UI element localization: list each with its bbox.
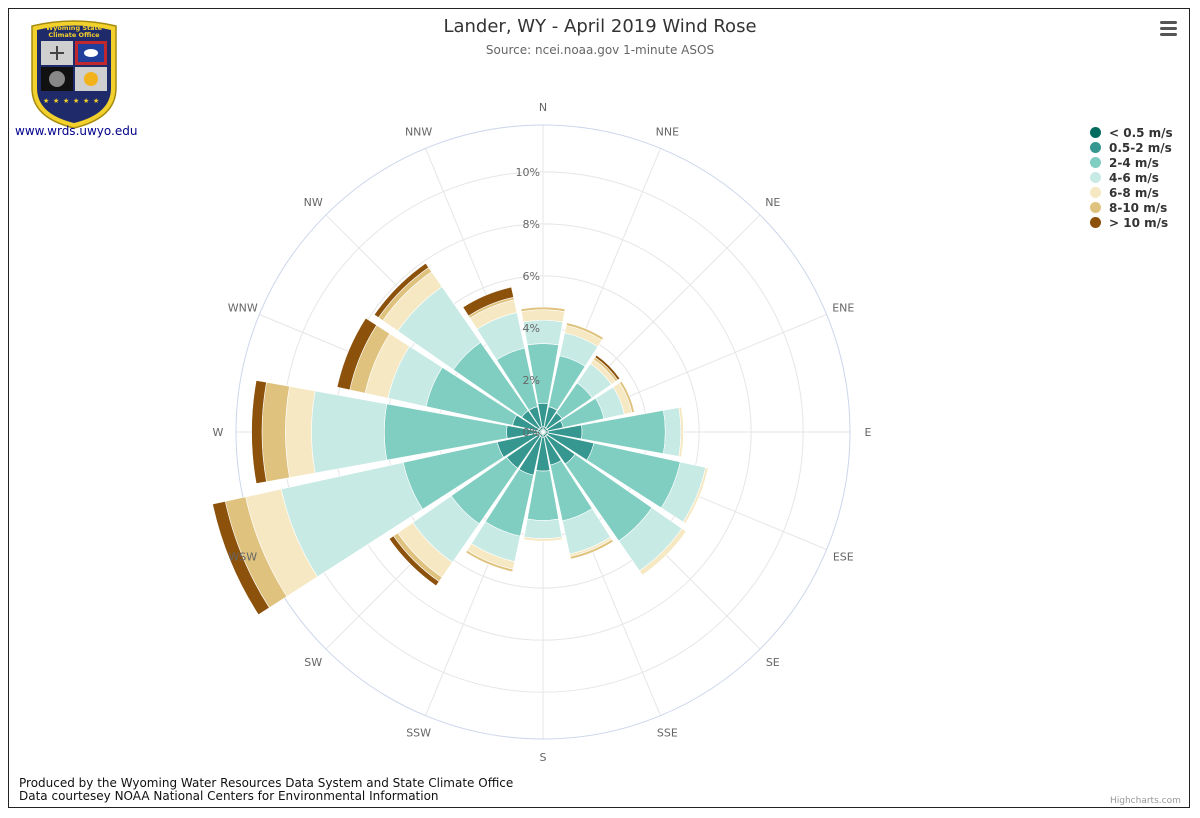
svg-text:★: ★ (73, 97, 79, 105)
legend-dot (1090, 172, 1101, 183)
footer-line-2: Data courtesey NOAA National Centers for… (19, 789, 439, 803)
logo-text-2: Climate Office (48, 31, 100, 39)
bar-n-series-4[interactable] (520, 309, 566, 323)
bar-sw-series-6[interactable] (388, 535, 440, 587)
legend: < 0.5 m/s 0.5-2 m/s 2-4 m/s 4-6 m/s 6-8 m/s 8… (1090, 125, 1173, 230)
svg-text:★: ★ (43, 97, 49, 105)
svg-text:★: ★ (63, 97, 69, 105)
bar-e-series-3[interactable] (662, 407, 682, 457)
radial-tick-label: 8% (523, 218, 540, 231)
legend-label: 8-10 m/s (1109, 200, 1168, 215)
direction-label-n: N (539, 101, 547, 114)
bar-nw-series-6[interactable] (373, 262, 430, 319)
bar-ne-series-6[interactable] (594, 354, 621, 381)
direction-label-wnw: WNW (228, 302, 258, 315)
svg-text:★: ★ (53, 97, 59, 105)
bar-w-series-6[interactable] (251, 380, 267, 484)
legend-dot (1090, 157, 1101, 168)
radial-tick-label: 2% (523, 374, 540, 387)
radial-tick-label: 0% (523, 426, 540, 439)
svg-text:★: ★ (93, 97, 99, 105)
bar-s-series-3[interactable] (523, 518, 563, 539)
legend-item-2[interactable]: 2-4 m/s (1090, 155, 1173, 170)
legend-label: > 10 m/s (1109, 215, 1169, 230)
bar-s-series-4[interactable] (523, 536, 563, 542)
direction-label-wsw: WSW (228, 550, 257, 563)
logo-text-1: Wyoming State (46, 24, 103, 32)
bar-w-series-5[interactable] (261, 381, 290, 483)
legend-item-3[interactable]: 4-6 m/s (1090, 170, 1173, 185)
direction-label-w: W (213, 426, 224, 439)
bar-w-series-4[interactable] (285, 386, 316, 478)
highcharts-credits[interactable]: Highcharts.com (1110, 796, 1181, 806)
direction-label-ese: ESE (833, 550, 854, 563)
bar-se-series-4[interactable] (639, 528, 687, 576)
radial-tick-label: 4% (523, 322, 540, 335)
hamburger-menu-icon[interactable] (1158, 21, 1180, 39)
direction-label-ne: NE (765, 196, 780, 209)
bar-ssw-series-5[interactable] (465, 549, 514, 573)
direction-label-ssw: SSW (406, 726, 431, 739)
direction-label-nnw: NNW (405, 126, 432, 139)
chart-title: Lander, WY - April 2019 Wind Rose (443, 16, 757, 37)
svg-text:★: ★ (83, 97, 89, 105)
chart-subtitle: Source: ncei.noaa.gov 1-minute ASOS (485, 43, 715, 57)
direction-label-sw: SW (304, 656, 322, 669)
direction-label-e: E (865, 426, 872, 439)
legend-dot (1090, 187, 1101, 198)
bar-ene-series-5[interactable] (619, 380, 635, 413)
legend-item-4[interactable]: 6-8 m/s (1090, 185, 1173, 200)
direction-label-sse: SSE (657, 726, 678, 739)
legend-label: < 0.5 m/s (1109, 125, 1173, 140)
bar-e-series-4[interactable] (678, 406, 684, 458)
bar-w-series-3[interactable] (311, 390, 388, 474)
legend-item-6[interactable]: > 10 m/s (1090, 215, 1173, 230)
legend-item-1[interactable]: 0.5-2 m/s (1090, 140, 1173, 155)
direction-label-nne: NNE (656, 126, 679, 139)
legend-label: 2-4 m/s (1109, 155, 1159, 170)
outer-axis-circle (235, 124, 851, 740)
bar-sse-series-5[interactable] (569, 538, 614, 560)
legend-label: 4-6 m/s (1109, 170, 1159, 185)
footer-line-1: Produced by the Wyoming Water Resources … (19, 776, 514, 790)
bar-ese-series-4[interactable] (682, 467, 709, 524)
legend-item-5[interactable]: 8-10 m/s (1090, 200, 1173, 215)
bar-nne-series-5[interactable] (565, 322, 604, 341)
footer-text: Produced by the Wyoming Water Resources … (19, 777, 513, 803)
legend-dot (1090, 202, 1101, 213)
radial-tick-label: 6% (523, 270, 540, 283)
legend-label: 0.5-2 m/s (1109, 140, 1172, 155)
bar-wsw-series-6[interactable] (212, 500, 270, 616)
bar-n-series-5[interactable] (520, 306, 566, 313)
legend-label: 6-8 m/s (1109, 185, 1159, 200)
direction-label-ene: ENE (832, 302, 854, 315)
radial-tick-labels: 0% 2% 4% 6% 8% 10% (516, 166, 540, 439)
website-link[interactable]: www.wrds.uwyo.edu (15, 124, 138, 138)
legend-dot (1090, 127, 1101, 138)
legend-item-0[interactable]: < 0.5 m/s (1090, 125, 1173, 140)
radial-tick-label: 10% (516, 166, 540, 179)
direction-label-nw: NW (304, 196, 323, 209)
direction-labels: N NNE NE ENE E ESE SE SSE S SSW SW WSW W WNW NW NNW (213, 101, 872, 764)
legend-dot (1090, 142, 1101, 153)
direction-label-s: S (540, 751, 547, 764)
wind-bars (212, 262, 709, 616)
bar-nnw-series-6[interactable] (462, 286, 514, 317)
bar-wnw-series-6[interactable] (336, 317, 378, 391)
direction-label-se: SE (766, 656, 780, 669)
legend-dot (1090, 217, 1101, 228)
climate-office-logo: Wyoming State Climate Office ★ ★ ★ ★ ★ ★ (31, 20, 117, 129)
